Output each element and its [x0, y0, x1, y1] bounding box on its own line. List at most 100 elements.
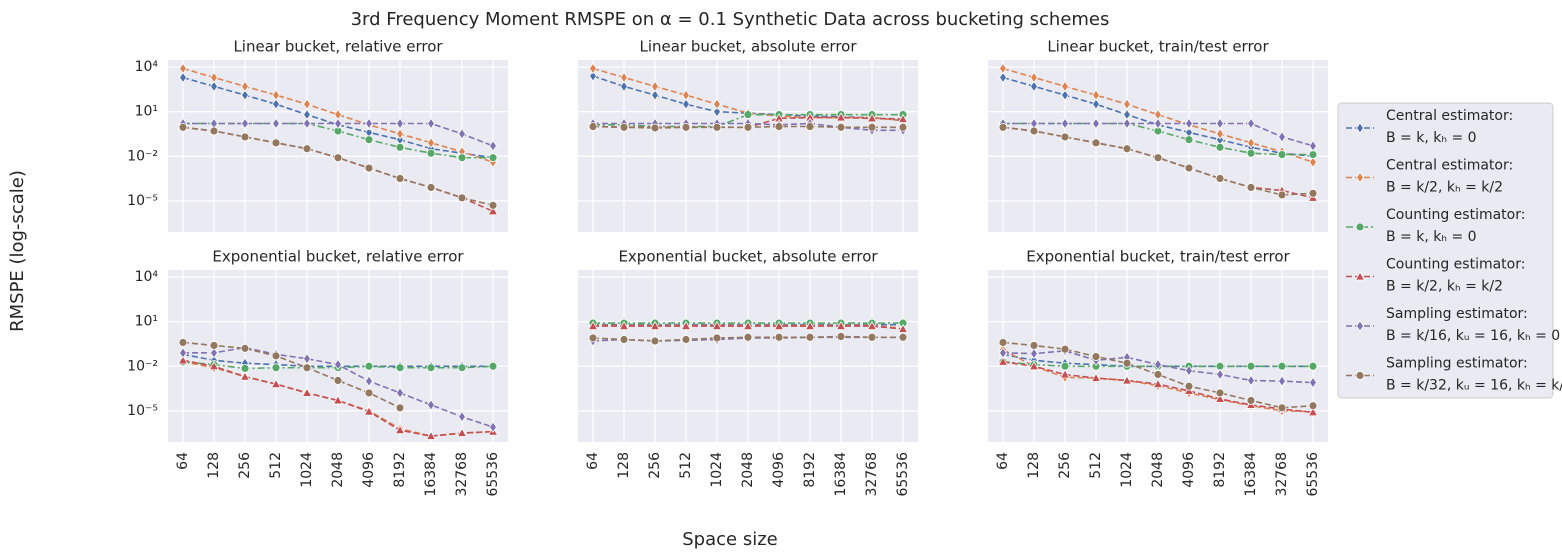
- data-point: [867, 332, 877, 342]
- data-point: [1278, 131, 1286, 143]
- data-point: [302, 363, 312, 373]
- data-point: [1059, 369, 1071, 379]
- data-point: [1184, 163, 1194, 173]
- subplot-title: Linear bucket, relative error: [233, 38, 443, 56]
- data-point: [1185, 365, 1193, 377]
- data-point: [457, 363, 467, 373]
- y-tick-label: 10⁴: [135, 269, 159, 285]
- data-point: [210, 347, 218, 359]
- data-point: [241, 117, 249, 130]
- data-point: [1184, 381, 1194, 391]
- data-point: [836, 332, 846, 341]
- x-tick-label: 8192: [1212, 452, 1228, 488]
- data-point: [179, 71, 187, 84]
- data-point: [1308, 401, 1318, 411]
- data-point: [271, 363, 281, 373]
- data-point: [272, 89, 280, 101]
- data-point: [1121, 375, 1133, 385]
- x-tick-label: 256: [647, 452, 663, 479]
- data-point: [210, 71, 218, 84]
- data-point: [898, 332, 908, 342]
- data-point: [427, 399, 435, 411]
- x-tick-label: 256: [237, 452, 253, 479]
- data-point: [177, 355, 189, 365]
- data-point: [303, 98, 311, 110]
- data-point: [681, 335, 691, 344]
- data-point: [487, 205, 499, 216]
- data-point: [365, 117, 373, 130]
- data-point: [394, 424, 406, 435]
- y-tick-label: 10⁻²: [127, 358, 158, 374]
- data-point: [303, 117, 311, 130]
- data-point: [997, 356, 1009, 366]
- x-tick-label: 8192: [802, 452, 818, 488]
- data-point: [1277, 361, 1287, 371]
- data-point: [178, 122, 188, 132]
- data-point: [489, 421, 497, 433]
- data-point: [618, 320, 630, 331]
- data-point: [1246, 183, 1256, 192]
- data-point: [427, 117, 435, 130]
- x-tick-label: 512: [268, 452, 284, 479]
- data-point: [396, 128, 404, 140]
- x-axis-label: Space size: [682, 529, 777, 550]
- data-point: [1060, 344, 1070, 354]
- data-point: [179, 347, 187, 359]
- data-point: [999, 347, 1007, 359]
- data-point: [426, 148, 436, 158]
- legend-box: [1337, 102, 1554, 399]
- y-axis-label: RMSPE (log-scale): [7, 170, 28, 332]
- x-tick-label: 16384: [423, 452, 439, 497]
- data-point: [209, 126, 219, 136]
- series-line: [593, 113, 903, 128]
- y-tick-label: 10⁻⁵: [127, 403, 158, 419]
- data-point: [587, 320, 599, 331]
- data-point: [301, 387, 313, 397]
- data-point: [1215, 388, 1225, 398]
- data-point: [426, 363, 436, 373]
- data-point: [1185, 117, 1193, 130]
- data-point: [1092, 98, 1100, 110]
- subplot-title: Linear bucket, train/test error: [1047, 38, 1269, 56]
- data-point: [1122, 144, 1132, 154]
- data-point: [1247, 374, 1255, 387]
- data-point: [1247, 137, 1255, 149]
- data-point: [1154, 117, 1162, 130]
- x-tick-label: 16384: [1243, 452, 1259, 497]
- data-point: [457, 153, 467, 163]
- data-point: [680, 320, 692, 331]
- data-point: [1153, 370, 1163, 379]
- data-point: [1030, 347, 1038, 360]
- data-point: [774, 122, 784, 131]
- data-point: [1090, 372, 1102, 382]
- data-point: [712, 122, 722, 132]
- legend-label: Counting estimator: B = k/2, kₕ = k/2: [1386, 257, 1525, 295]
- data-point: [711, 320, 723, 331]
- data-point: [743, 122, 753, 132]
- legend-label: Central estimator: B = k, kₕ = 0: [1386, 108, 1513, 146]
- data-point: [1061, 80, 1069, 93]
- legend-label: Central estimator: B = k/2, kₕ = k/2: [1386, 158, 1513, 196]
- x-tick-label: 1024: [709, 452, 725, 488]
- x-tick-label: 32768: [864, 452, 880, 497]
- legend-label: Counting estimator: B = k, kₕ = 0: [1386, 207, 1525, 245]
- x-tick-label: 65536: [485, 452, 501, 497]
- data-point: [998, 338, 1008, 347]
- data-point: [650, 123, 660, 133]
- data-point: [426, 183, 436, 192]
- data-point: [774, 332, 784, 342]
- data-point: [395, 174, 405, 183]
- data-point: [1214, 393, 1226, 403]
- data-point: [178, 338, 188, 347]
- data-point: [588, 122, 598, 131]
- data-point: [713, 98, 721, 110]
- x-tick-label: 32768: [454, 452, 470, 497]
- data-point: [1122, 358, 1132, 368]
- data-point: [743, 332, 753, 342]
- x-tick-label: 128: [206, 452, 222, 479]
- data-point: [395, 142, 405, 152]
- data-point: [1308, 150, 1318, 159]
- data-point: [1216, 368, 1224, 381]
- data-point: [1060, 132, 1070, 142]
- data-point: [364, 135, 374, 145]
